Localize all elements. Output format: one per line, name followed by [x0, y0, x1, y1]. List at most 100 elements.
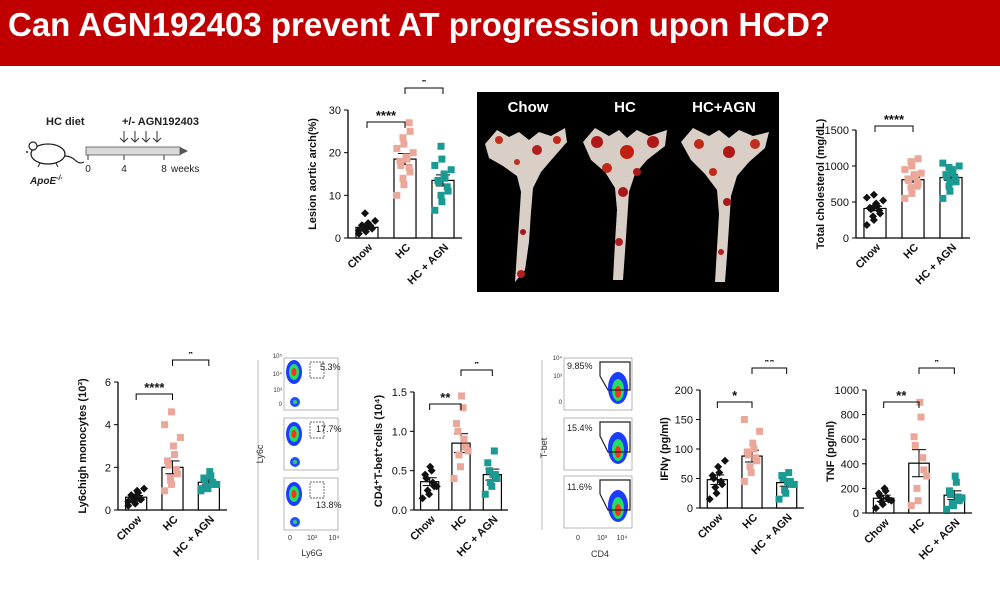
tnf-ytick-label: 0: [853, 508, 859, 520]
cd4tbet-point-agn: [486, 478, 494, 486]
cholesterol-point-hc: [914, 155, 922, 163]
monocytes-point-chow: [136, 495, 145, 504]
ifng-point-hc: [740, 477, 748, 485]
cholesterol-point-agn: [945, 163, 953, 171]
monocytes-significance-bracket: [135, 393, 173, 400]
schematic-panel: HC diet +/- AGN192403 0 4 8 weeks ApoE-/…: [14, 112, 214, 192]
cholesterol-significance-label: ****: [884, 112, 905, 127]
tnf-ytick-label: 800: [841, 410, 859, 422]
flow-tbet-xtick-1: 0: [576, 535, 580, 542]
ifng-point-chow: [714, 462, 723, 471]
tnf-category-label-1: HC: [907, 517, 927, 537]
monocytes-ytick-label: 6: [105, 377, 111, 389]
page-title: Can AGN192403 prevent AT progression upo…: [8, 6, 831, 43]
flow-ly6c-plot-3: 13.8%: [283, 477, 342, 531]
tnf-point-hc: [916, 398, 924, 406]
cd4tbet-point-chow: [422, 474, 431, 483]
cd4tbet-point-agn: [488, 482, 496, 490]
monocytes-point-hc: [171, 451, 178, 459]
lesion-point-agn: [441, 174, 449, 182]
ifng-ytick-label: 200: [675, 385, 693, 397]
lesion-category-label-2: HC + AGN: [406, 242, 452, 288]
ifng-point-chow: [718, 480, 727, 489]
cd4tbet-ytick-label: 1.5: [392, 387, 407, 399]
cholesterol-point-agn: [939, 194, 947, 202]
monocytes-point-hc: [165, 461, 173, 469]
monocytes-point-chow: [140, 484, 149, 493]
tnf-category-label-0: Chow: [862, 516, 892, 546]
cd4tbet-point-hc: [455, 451, 463, 459]
flow-ly6c-gate-3: 13.8%: [316, 500, 342, 510]
ifng-ytick-label: 0: [687, 503, 693, 515]
monocytes-point-hc: [168, 480, 176, 488]
lesion-ytick-label: 20: [329, 148, 341, 160]
tnf-point-agn: [948, 499, 956, 507]
timeline-tick-0: 0: [85, 164, 91, 175]
photo-label-hcagn: HC+AGN: [692, 99, 756, 116]
lesion-point-hc: [406, 127, 414, 135]
ifng-ylabel: IFNγ (pg/ml): [659, 417, 671, 481]
lesion-ytick-label: 10: [329, 190, 341, 202]
ifng-ytick-label: 50: [681, 474, 693, 486]
ifng-point-agn: [783, 477, 791, 485]
flow-ly6c-ytick-3: 10³: [273, 388, 282, 394]
lesion-point-hc: [402, 153, 410, 161]
tnf-point-chow: [874, 489, 883, 498]
ifng-significance-bracket: [716, 401, 753, 408]
lesion-ytick-label: 30: [329, 105, 341, 117]
flow-tbet-xlabel: CD4: [591, 549, 609, 559]
cholesterol-point-chow: [862, 221, 871, 230]
cholesterol-point-hc: [901, 166, 909, 174]
cd4tbet-point-chow: [418, 494, 427, 503]
ifng-ytick-label: 150: [675, 415, 693, 427]
cholesterol-category-label-1: HC: [901, 242, 921, 262]
ifng-category-label-1: HC: [740, 512, 760, 532]
ifng-point-hc: [750, 445, 758, 453]
flow-tbet-ylabel: T-bet: [539, 437, 549, 458]
lesion-point-hc: [393, 144, 401, 152]
cholesterol-point-agn: [942, 171, 950, 179]
cholesterol-point-hc: [907, 184, 915, 192]
tnf-point-chow: [887, 496, 896, 505]
tnf-point-agn: [945, 487, 953, 495]
ifng-point-agn: [790, 480, 798, 488]
ifng-point-chow: [705, 495, 714, 504]
tnf-significance-bracket: [883, 401, 920, 408]
monocytes-point-agn: [207, 472, 215, 480]
cd4tbet-point-hc: [452, 419, 460, 427]
cholesterol-ytick-label: 500: [831, 197, 849, 209]
lesion-point-hc: [406, 168, 414, 176]
lesion-point-agn: [437, 142, 445, 150]
lesion-point-hc: [397, 161, 405, 169]
cholesterol-point-hc: [901, 194, 909, 202]
lesion-point-agn: [440, 170, 448, 178]
timeline-tick-8: 8: [161, 164, 167, 175]
lesion-point-hc: [399, 134, 407, 142]
cd4tbet-point-hc: [456, 463, 464, 471]
cd4tbet-significance-bracket: [429, 403, 462, 410]
flow-ly6c-ytick-4: 0: [279, 402, 283, 408]
cd4tbet-ylabel: CD4⁺T-bet⁺cells (10⁴): [373, 394, 385, 507]
monocytes-point-hc: [173, 470, 181, 478]
lesion-point-agn: [438, 155, 446, 163]
lesion-point-agn: [431, 206, 439, 214]
cd4tbet-point-agn: [489, 471, 497, 479]
cd4tbet-point-agn: [481, 490, 489, 498]
lesion-significance-label: ****: [376, 108, 397, 123]
flow-ly6c-panel: Ly6c 5.3% 17.7% 13.8% 10⁵ 10⁴ 10³ 0 0 10…: [254, 350, 354, 585]
cd4tbet-category-label-1: HC: [449, 514, 469, 534]
treatment-label: +/- AGN192403: [122, 116, 199, 128]
flow-ly6c-ytick-2: 10⁴: [273, 371, 283, 378]
tnf-ytick-label: 1000: [835, 385, 859, 397]
ifng-point-agn: [785, 469, 793, 477]
tnf-ytick-label: 200: [841, 483, 859, 495]
monocytes-point-hc: [172, 465, 180, 473]
photo-label-hc: HC: [614, 99, 636, 116]
ifng-point-chow: [720, 456, 729, 465]
aorta-hc-image: [583, 128, 667, 280]
tnf-point-hc: [917, 413, 925, 421]
tnf-point-agn: [952, 478, 960, 486]
